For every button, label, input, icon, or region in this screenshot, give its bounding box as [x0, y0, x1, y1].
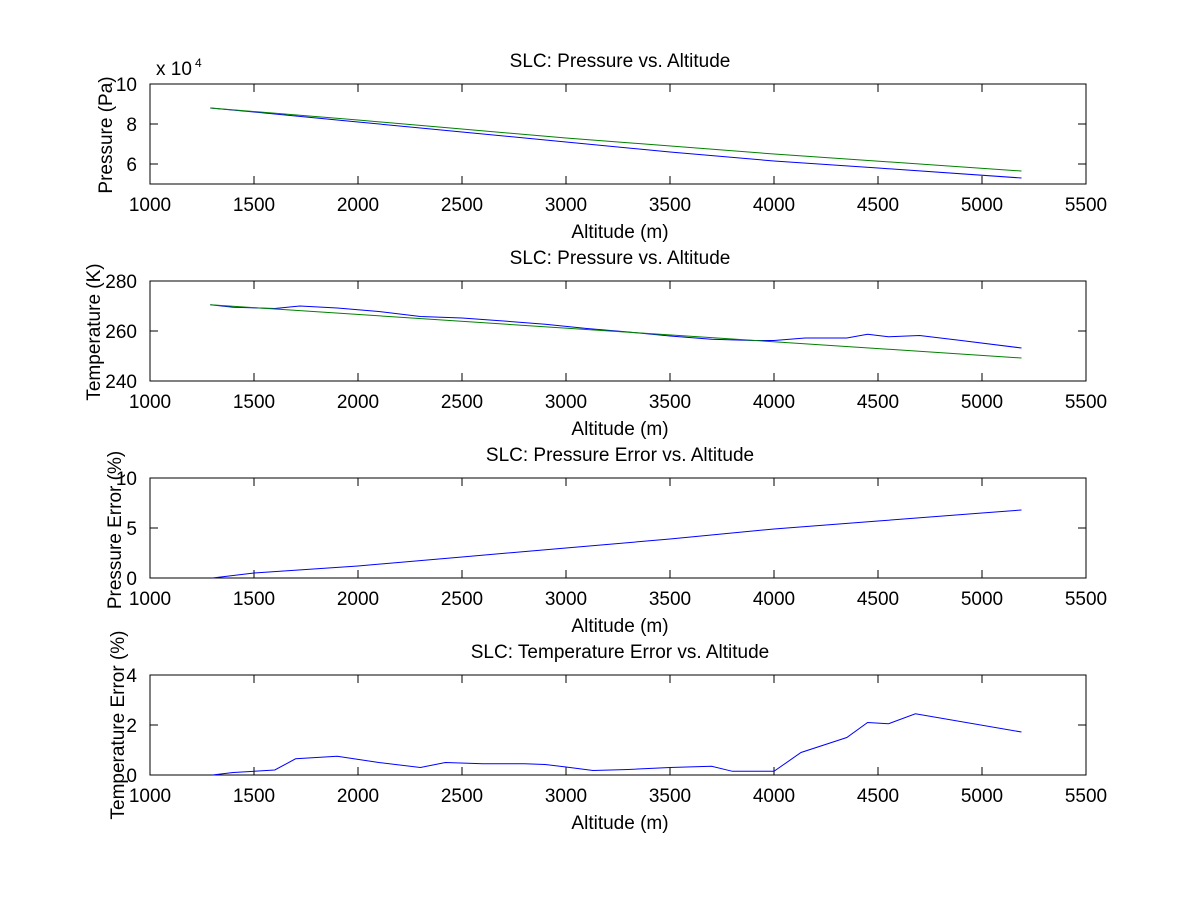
y-tick-label: 10 — [116, 469, 137, 490]
y-tick-label: 280 — [105, 272, 137, 293]
x-axis-label: Altitude (m) — [571, 222, 668, 243]
x-tick-label: 5000 — [961, 195, 1003, 216]
subplot-pressure-error: SLC: Pressure Error vs. Altitude Pressur… — [105, 445, 1107, 637]
x-tick-label: 1000 — [129, 392, 171, 413]
x-tick-label: 2000 — [337, 786, 379, 807]
x-tick-label: 5500 — [1065, 392, 1107, 413]
x-tick-label: 5000 — [961, 589, 1003, 610]
x-tick-label: 2500 — [441, 392, 483, 413]
plot-area: 1000 1500 2000 2500 3000 3500 4000 4500 5000 5500… — [116, 469, 1107, 610]
x-tick-label: 3500 — [649, 392, 691, 413]
x-tick-label: 1500 — [233, 195, 275, 216]
subplot-pressure: SLC: Pressure vs. Altitude x 10 4 Pressu… — [96, 51, 1107, 243]
y-axis-label: Pressure (Pa) — [96, 76, 117, 193]
series-line-1 — [210, 304, 1022, 359]
x-tick-label: 5000 — [961, 392, 1003, 413]
x-tick-label: 2000 — [337, 589, 379, 610]
y-tick-label: 2 — [126, 716, 137, 737]
plot-area: 1000 1500 2000 2500 3000 3500 4000 4500 5000 5500… — [105, 272, 1107, 413]
y-exponent-base: x 10 — [156, 59, 192, 80]
x-tick-label: 3000 — [545, 392, 587, 413]
subplot-title: SLC: Pressure Error vs. Altitude — [486, 445, 754, 466]
x-tick-label: 1000 — [129, 786, 171, 807]
y-tick-label: 8 — [126, 115, 137, 136]
x-tick-label: 2500 — [441, 195, 483, 216]
x-tick-label: 5500 — [1065, 786, 1107, 807]
x-tick-label: 3000 — [545, 195, 587, 216]
x-tick-label: 4500 — [857, 195, 899, 216]
y-tick-label: 240 — [105, 372, 137, 393]
x-tick-label: 3000 — [545, 589, 587, 610]
x-tick-label: 4500 — [857, 589, 899, 610]
subplot-title: SLC: Temperature Error vs. Altitude — [471, 642, 770, 663]
x-tick-label: 4000 — [753, 195, 795, 216]
series-line-1 — [210, 107, 1022, 172]
subplot-temperature-error: SLC: Temperature Error vs. Altitude Temp… — [108, 631, 1107, 835]
y-axis-label: Temperature (K) — [84, 263, 105, 400]
x-tick-label: 4500 — [857, 786, 899, 807]
x-tick-label: 1500 — [233, 392, 275, 413]
plot-area: 1000 1500 2000 2500 3000 3500 4000 4500 5000 5500… — [116, 75, 1107, 216]
y-tick-label: 5 — [126, 519, 137, 540]
y-tick-label: 10 — [116, 75, 137, 96]
x-tick-label: 3500 — [649, 589, 691, 610]
y-axis-label: Temperature Error (%) — [108, 631, 129, 820]
series-line-0 — [210, 107, 1022, 179]
x-tick-label: 2000 — [337, 392, 379, 413]
plot-area: 1000 1500 2000 2500 3000 3500 4000 4500 5000 5500… — [126, 666, 1107, 807]
y-tick-label: 6 — [126, 155, 137, 176]
series-line-0 — [212, 509, 1022, 579]
x-axis-label: Altitude (m) — [571, 419, 668, 440]
x-tick-label: 1000 — [129, 195, 171, 216]
x-tick-label: 2500 — [441, 589, 483, 610]
x-tick-label: 2500 — [441, 786, 483, 807]
x-tick-label: 4500 — [857, 392, 899, 413]
x-tick-label: 5000 — [961, 786, 1003, 807]
subplot-title: SLC: Pressure vs. Altitude — [510, 248, 731, 269]
x-tick-label: 4000 — [753, 589, 795, 610]
y-tick-label: 260 — [105, 322, 137, 343]
y-tick-label: 4 — [126, 666, 137, 687]
series-line-0 — [212, 713, 1022, 776]
x-tick-label: 4000 — [753, 786, 795, 807]
y-axis-label: Pressure Error (%) — [105, 451, 126, 609]
x-tick-label: 5500 — [1065, 589, 1107, 610]
x-axis-label: Altitude (m) — [571, 813, 668, 834]
x-tick-label: 2000 — [337, 195, 379, 216]
x-tick-label: 1500 — [233, 786, 275, 807]
x-tick-label: 3500 — [649, 786, 691, 807]
y-exponent-power: 4 — [195, 56, 202, 70]
subplot-title: SLC: Pressure vs. Altitude — [510, 51, 731, 72]
x-axis-label: Altitude (m) — [571, 616, 668, 637]
y-tick-label: 0 — [126, 569, 137, 590]
x-tick-label: 3000 — [545, 786, 587, 807]
x-tick-label: 1500 — [233, 589, 275, 610]
x-tick-label: 3500 — [649, 195, 691, 216]
x-tick-label: 5500 — [1065, 195, 1107, 216]
subplot-temperature: SLC: Pressure vs. Altitude Temperature (… — [84, 248, 1107, 440]
x-tick-label: 1000 — [129, 589, 171, 610]
x-tick-label: 4000 — [753, 392, 795, 413]
y-tick-label: 0 — [126, 766, 137, 787]
axes-box — [149, 83, 1087, 185]
